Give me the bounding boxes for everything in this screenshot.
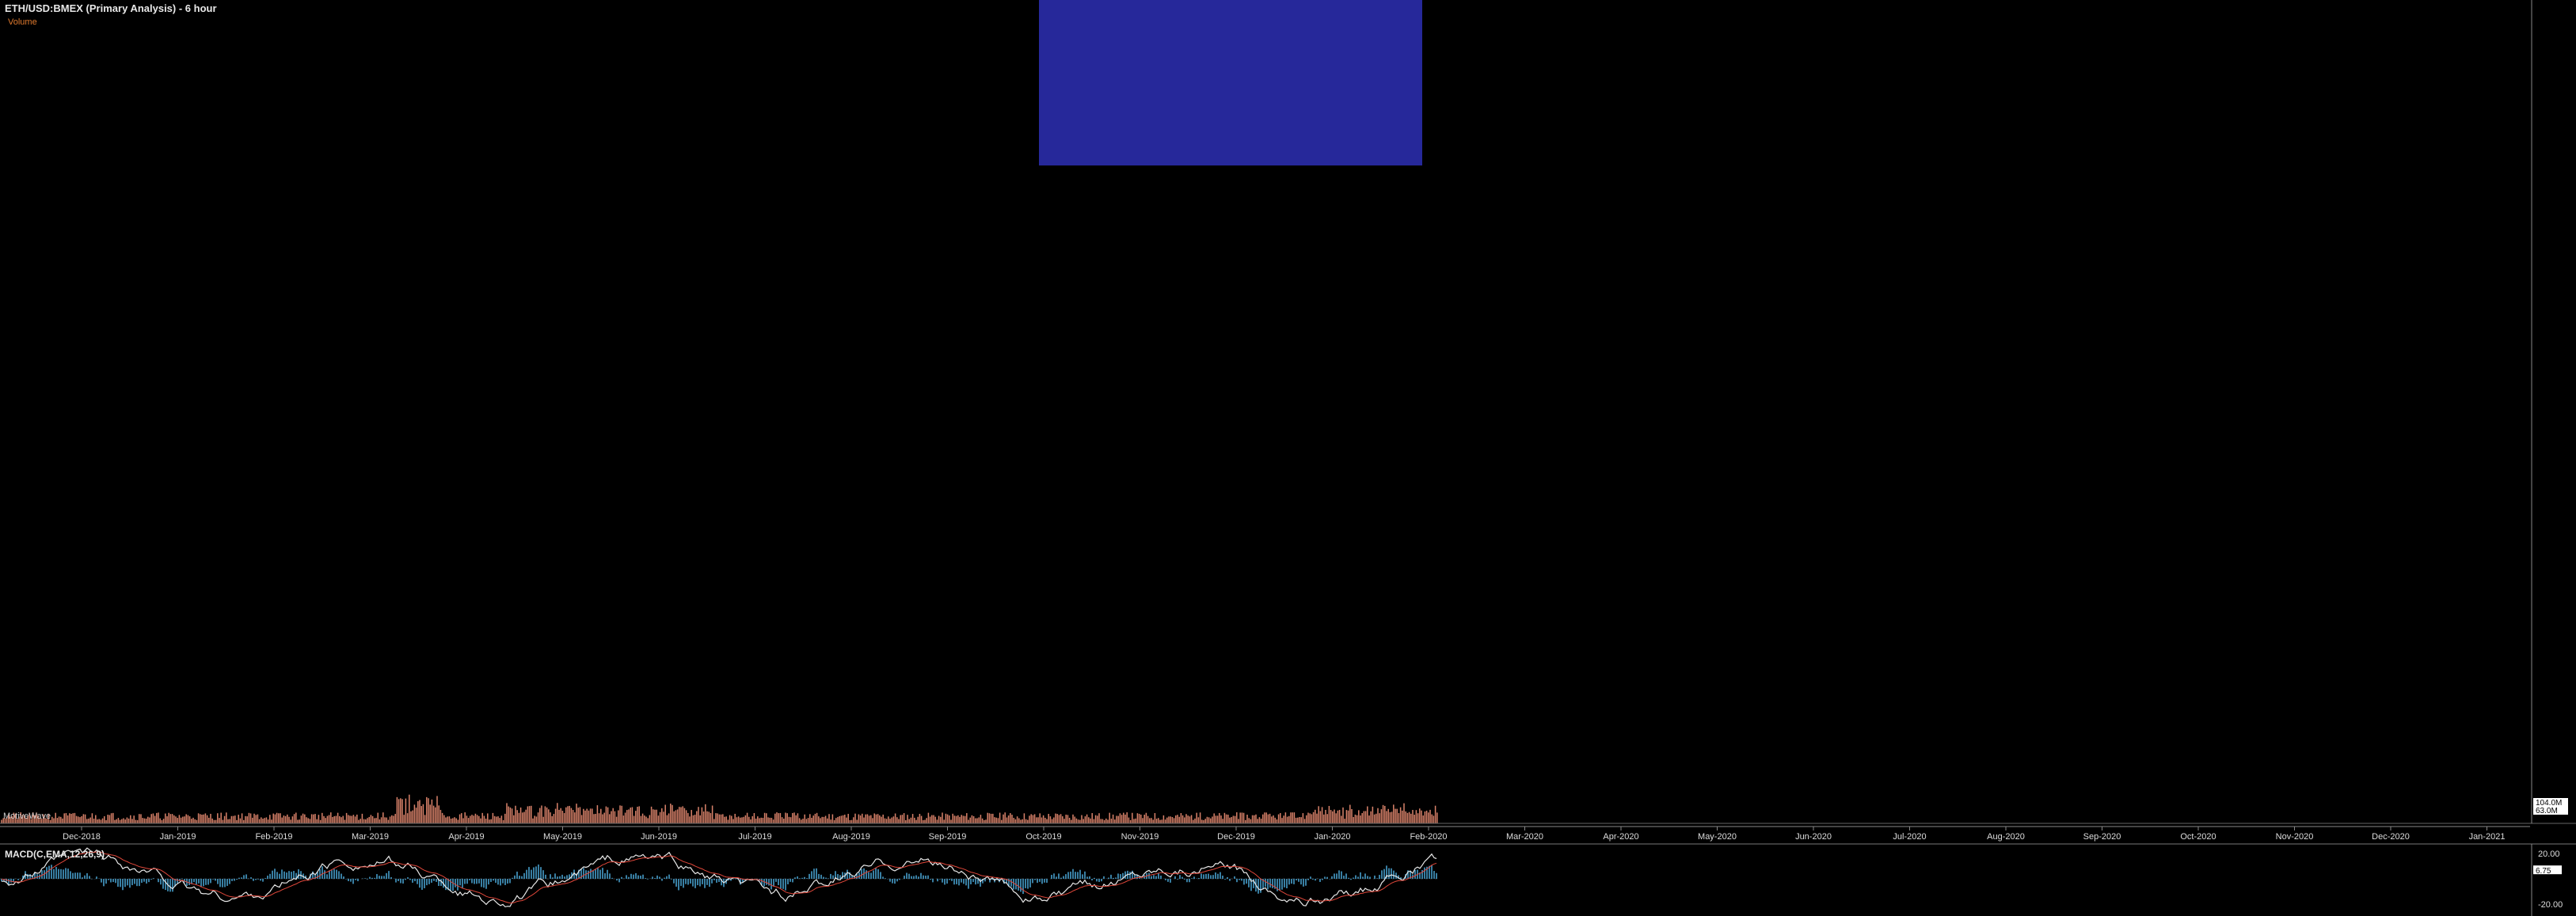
x-tick-label: Jul-2020 — [1893, 832, 1926, 842]
x-tick-label: May-2020 — [1698, 832, 1737, 842]
x-tick-label: Aug-2020 — [1987, 832, 2025, 842]
volume-tag-label: 104.0M — [2536, 799, 2562, 808]
macd-tick-label: 20.00 — [2538, 849, 2560, 859]
x-tick-label: Sep-2019 — [929, 832, 967, 842]
volume-label: Volume — [8, 17, 37, 27]
macd-tag — [2533, 865, 2562, 875]
x-tick-label: Mar-2019 — [352, 832, 389, 842]
x-tick-label: Jan-2020 — [1315, 832, 1351, 842]
x-tick-label: Jan-2021 — [2469, 832, 2506, 842]
x-tick-label: Oct-2020 — [2180, 832, 2216, 842]
x-tick-label: Jul-2019 — [738, 832, 771, 842]
macd-panel: 20.00 6.75 -20.00 — [0, 843, 2576, 916]
watermark-label: MotiveWave — [3, 811, 51, 821]
chart-title: ETH/USD:BMEX (Primary Analysis) - 6 hour — [5, 2, 217, 14]
x-tick-label: Apr-2020 — [1603, 832, 1638, 842]
time-axis: Dec-2018 Jan-2019 Feb-2019 Mar-2019 Apr-2019… — [0, 826, 2530, 842]
x-tick-label: Sep-2020 — [2083, 832, 2121, 842]
x-tick-label: Jan-2019 — [160, 832, 196, 842]
price-axis: 287.45261.05247.60 — [2531, 0, 2532, 823]
x-tick-label: Apr-2019 — [448, 832, 484, 842]
volume-tag — [2533, 806, 2568, 815]
x-tick-label: Nov-2020 — [2276, 832, 2314, 842]
x-tick-label: May-2019 — [543, 832, 582, 842]
macd-title: MACD(C,EMA,12,26,9) — [5, 849, 105, 860]
x-tick-label: Aug-2019 — [832, 832, 870, 842]
x-tick-label: Oct-2019 — [1025, 832, 1061, 842]
x-tick-label: Feb-2020 — [1410, 832, 1447, 842]
x-tick-label: Nov-2019 — [1121, 832, 1159, 842]
macd-signal — [1, 851, 1437, 904]
x-tick-label: Jun-2019 — [641, 832, 677, 842]
x-tick-label: Jun-2020 — [1795, 832, 1832, 842]
macd-tag-label: 6.75 — [2536, 867, 2551, 876]
macd-tick-label: -20.00 — [2538, 900, 2563, 910]
x-tick-label: Feb-2019 — [255, 832, 292, 842]
x-tick-label: Dec-2018 — [63, 832, 101, 842]
highlight-box — [1039, 0, 1422, 165]
volume-tag — [2533, 798, 2568, 807]
x-tick-label: Dec-2020 — [2372, 832, 2410, 842]
volume-tag-label: 63.0M — [2536, 807, 2558, 815]
x-tick-label: Dec-2019 — [1217, 832, 1255, 842]
x-tick-label: Mar-2020 — [1506, 832, 1543, 842]
